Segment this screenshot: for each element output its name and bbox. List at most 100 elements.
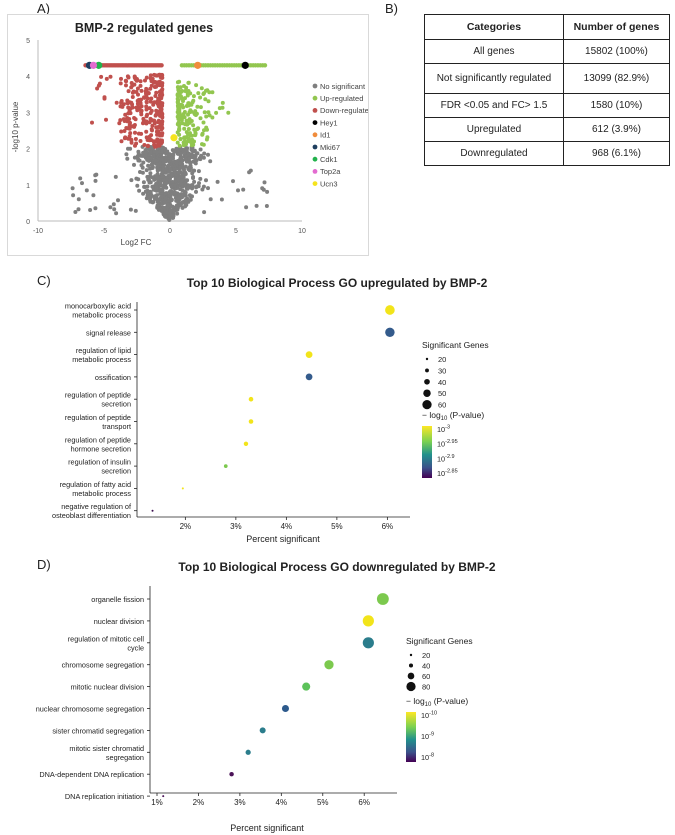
ns-point: [201, 155, 206, 160]
down-point: [150, 123, 155, 128]
color-tick-label: 10-10: [421, 711, 437, 721]
up-point: [178, 85, 183, 90]
ns-point: [156, 164, 161, 168]
ns-point: [146, 163, 151, 168]
ns-point: [191, 175, 196, 179]
down-point: [138, 83, 143, 88]
panel-letter-b: B): [385, 1, 398, 16]
up-point: [188, 131, 192, 136]
up-point: [220, 100, 225, 105]
ns-point: [193, 157, 198, 162]
ns-point: [146, 177, 151, 182]
ns-point: [164, 191, 169, 196]
go-down-color-bar: [406, 712, 416, 762]
color-tick-exp: -10: [429, 711, 437, 717]
up-point: [193, 109, 198, 114]
down-point: [148, 111, 153, 115]
up-point: [205, 88, 210, 93]
ns-point: [180, 200, 185, 205]
color-tick-label: 10-2.9: [437, 454, 455, 464]
go-term-point: [245, 749, 251, 755]
up-point: [201, 92, 206, 96]
ns-point: [163, 196, 168, 201]
down-point: [119, 129, 124, 134]
down-point: [104, 117, 108, 122]
ns-point: [190, 152, 194, 157]
term-label: mitotic nuclear division: [71, 683, 144, 692]
up-point: [206, 110, 211, 115]
ns-point: [202, 151, 207, 156]
size-legend-dot: [425, 357, 429, 361]
table-header-number: Number of genes: [562, 14, 671, 40]
ns-point: [180, 192, 185, 197]
up-point: [175, 97, 180, 102]
ns-point: [183, 164, 188, 169]
color-tick-label: 10-9: [421, 732, 434, 742]
up-point: [186, 136, 191, 141]
down-point: [132, 124, 137, 129]
table-row: Downregulated 968 (6.1%): [424, 141, 671, 166]
ns-point: [148, 151, 153, 155]
ns-point: [163, 181, 168, 185]
ns-point: [172, 149, 177, 154]
down-point: [108, 74, 113, 79]
down-point: [147, 138, 152, 143]
down-point: [143, 119, 148, 124]
color-tick-label: 10-3: [437, 425, 450, 435]
ns-point: [167, 190, 172, 195]
go-down-points: [162, 593, 389, 798]
up-point: [176, 104, 181, 109]
table-header-categories: Categories: [424, 14, 564, 40]
up-point: [198, 95, 203, 100]
go-up-color-legend-title: − log10 (P-value): [422, 410, 484, 422]
ns-point: [147, 195, 152, 200]
ns-point: [143, 189, 148, 194]
down-point: [102, 95, 107, 100]
up-point: [181, 140, 186, 145]
down-point: [139, 104, 144, 109]
term-label-line: mitotic nuclear division: [71, 683, 144, 692]
go-up-color-bar: [422, 426, 432, 478]
go-term-point: [305, 373, 313, 381]
volcano-plot: BMP-2 regulated genes -10 -5 0 5 10 0 1 2 3 4 5 No…: [11, 21, 373, 247]
x-tick-label: -5: [101, 228, 107, 235]
down-point: [159, 131, 164, 136]
table-cell-category: Downregulated: [424, 141, 564, 166]
down-point: [142, 143, 147, 147]
down-point: [150, 128, 154, 133]
term-label-line: regulation of peptide: [65, 391, 131, 400]
x-tick-label: 4%: [276, 798, 288, 807]
legend-label: No significant: [320, 82, 366, 91]
down-point: [147, 134, 152, 139]
up-point: [182, 115, 187, 120]
legend-label: Down-regulated: [320, 106, 368, 115]
ns-point: [142, 184, 147, 189]
legend-dot: [312, 181, 318, 187]
ns-point: [215, 179, 220, 184]
ns-point: [113, 174, 118, 179]
ns-point: [189, 183, 194, 188]
up-point: [184, 118, 189, 123]
ns-point: [124, 152, 129, 157]
term-label-line: negative regulation of: [61, 502, 132, 511]
ns-point: [159, 208, 164, 213]
up-point: [187, 117, 192, 122]
term-label: sister chromatid segregation: [52, 726, 144, 735]
down-point: [139, 88, 144, 93]
size-legend-dot: [423, 389, 431, 397]
ns-point: [168, 167, 173, 171]
down-point: [118, 118, 123, 123]
ns-point: [141, 191, 146, 196]
ns-point: [219, 197, 224, 202]
ns-point: [174, 198, 179, 203]
x-tick-label: 2%: [180, 522, 192, 531]
down-point: [90, 120, 94, 125]
up-point: [186, 80, 191, 85]
ns-point: [185, 178, 190, 183]
up-point: [226, 110, 231, 115]
ns-point: [198, 176, 203, 181]
y-tick-label: 4: [26, 74, 30, 81]
ns-point: [168, 208, 173, 213]
